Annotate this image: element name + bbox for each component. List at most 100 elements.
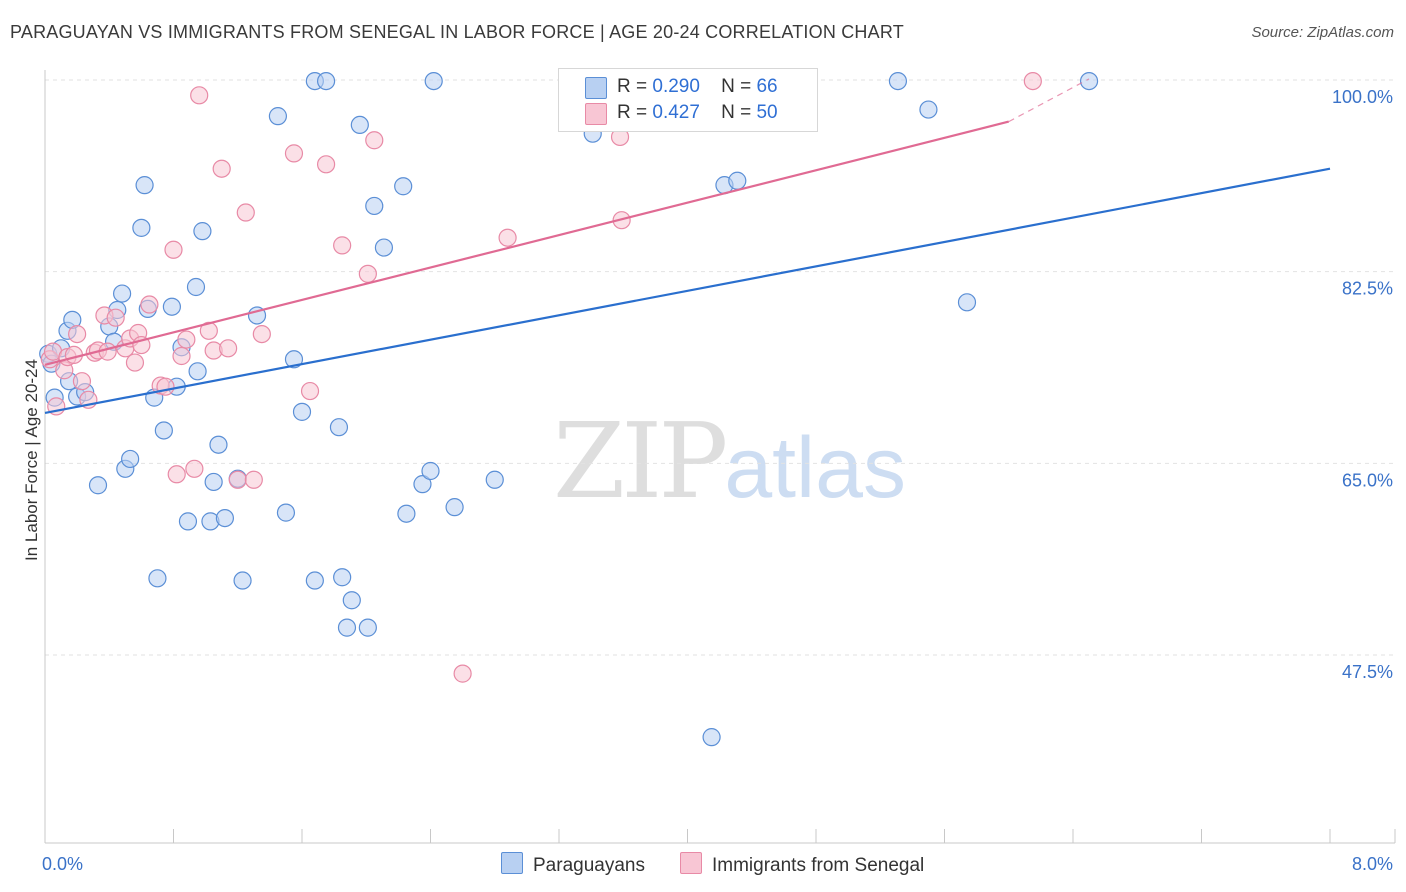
paraguayan-point (728, 171, 747, 190)
paraguayan-point (186, 277, 206, 297)
senegal-point (156, 377, 175, 396)
paraguayan-point (148, 569, 167, 588)
paraguayan-point (135, 176, 154, 195)
senegal-point (365, 131, 384, 150)
y-tick-label: 47.5% (1342, 662, 1393, 682)
senegal-point (453, 664, 472, 683)
y-tick-label: 65.0% (1342, 470, 1393, 490)
paraguayan-point (702, 728, 721, 747)
senegal-point (333, 236, 352, 255)
legend-r-label: R = (617, 76, 648, 97)
senegal-point (228, 470, 247, 489)
watermark: ZIPatlas (553, 400, 906, 522)
y-tick-label: 82.5% (1342, 279, 1393, 299)
senegal-point (177, 330, 196, 349)
paraguayan-point (333, 568, 352, 587)
paraguayan-point (365, 196, 384, 216)
legend-n-label: N = (721, 76, 752, 97)
legend-n-label: N = (721, 102, 752, 123)
watermark-atlas: atlas (724, 420, 906, 516)
legend-n-value: 66 (756, 76, 778, 97)
senegal-point (300, 381, 320, 401)
paraguayan-point (374, 238, 394, 257)
paraguayan-point (188, 362, 207, 381)
paraguayan-point (888, 71, 908, 91)
paraguayan-point (424, 71, 443, 91)
paraguayan-point (162, 297, 181, 316)
paraguayan-point (445, 498, 464, 517)
paraguayan-point (358, 618, 377, 637)
senegal-point (316, 155, 336, 174)
senegal-point (106, 308, 125, 327)
paraguayan-point (132, 218, 151, 237)
bottom-legend-swatch-blue (501, 852, 523, 874)
senegal-point (140, 295, 159, 314)
paraguayan-point (268, 107, 288, 126)
paraguayan-point (350, 115, 369, 135)
x-tick-label: 0.0% (42, 854, 83, 874)
senegal-point (244, 470, 263, 489)
paraguayan-point (1079, 71, 1099, 91)
senegal-point (72, 372, 92, 391)
y-axis-label: In Labor Force | Age 20-24 (22, 359, 41, 561)
legend-swatch-pink (585, 103, 607, 125)
senegal-point (252, 324, 271, 344)
senegal-point (125, 353, 145, 372)
watermark-zip: ZIP (553, 400, 728, 522)
legend-r-value: 0.290 (652, 76, 700, 97)
paraguayan-point (215, 508, 234, 528)
senegal-point (185, 459, 204, 478)
paraguayan-point (329, 418, 349, 437)
bottom-legend-senegal: Immigrants from Senegal (680, 852, 924, 877)
bottom-legend-paraguayans: Paraguayans (501, 852, 645, 877)
senegal-point (172, 346, 191, 366)
paraguayan-point (421, 461, 440, 481)
senegal-point (68, 324, 87, 344)
paraguayan-point (337, 618, 357, 637)
senegal-point (358, 264, 377, 283)
paraguayan-trend-line (44, 167, 1331, 415)
paraguayan-point (413, 475, 432, 494)
legend-swatch-blue (585, 77, 607, 99)
paraguayan-point (233, 571, 252, 590)
senegal-trend-line (44, 120, 1010, 366)
senegal-point (284, 144, 304, 163)
y-tick-label: 100.0% (1332, 87, 1393, 107)
paraguayan-point (284, 350, 304, 369)
legend-r-value: 0.427 (652, 102, 700, 123)
senegal-point (98, 342, 117, 361)
paraguayan-point (316, 71, 336, 91)
senegal-point (190, 86, 209, 105)
paraguayan-point (292, 402, 312, 421)
paraguayan-point (121, 449, 140, 469)
legend-n-value: 50 (756, 102, 778, 123)
paraguayan-point (204, 472, 223, 492)
source-label: Source: ZipAtlas.com (1251, 24, 1394, 41)
paraguayan-point (209, 435, 228, 454)
senegal-point (236, 203, 255, 222)
senegal-point (212, 159, 231, 178)
senegal-trend-extension (1008, 78, 1090, 123)
paraguayan-point (397, 504, 416, 523)
bottom-legend-swatch-pink (680, 852, 702, 874)
senegal-point (219, 339, 238, 358)
paraguayan-point (112, 284, 132, 303)
paraguayan-point (154, 421, 173, 440)
paraguayan-point (276, 503, 296, 522)
senegal-point (1023, 71, 1042, 91)
paraguayan-point (919, 100, 938, 119)
chart-title: PARAGUAYAN VS IMMIGRANTS FROM SENEGAL IN… (10, 22, 904, 42)
paraguayan-point (342, 591, 361, 610)
paraguayan-point (485, 470, 504, 489)
legend-r-label: R = (617, 102, 648, 123)
paraguayan-point (394, 177, 413, 196)
correlation-legend: R = 0.290 N = 66 R = 0.427 N = 50 (558, 68, 818, 132)
paraguayan-point (305, 571, 324, 590)
senegal-point (498, 228, 517, 247)
paraguayan-point (88, 476, 108, 495)
paraguayan-point (178, 512, 198, 531)
senegal-point (164, 240, 183, 259)
bottom-legend-label: Immigrants from Senegal (712, 855, 925, 876)
paraguayan-point (957, 293, 977, 312)
